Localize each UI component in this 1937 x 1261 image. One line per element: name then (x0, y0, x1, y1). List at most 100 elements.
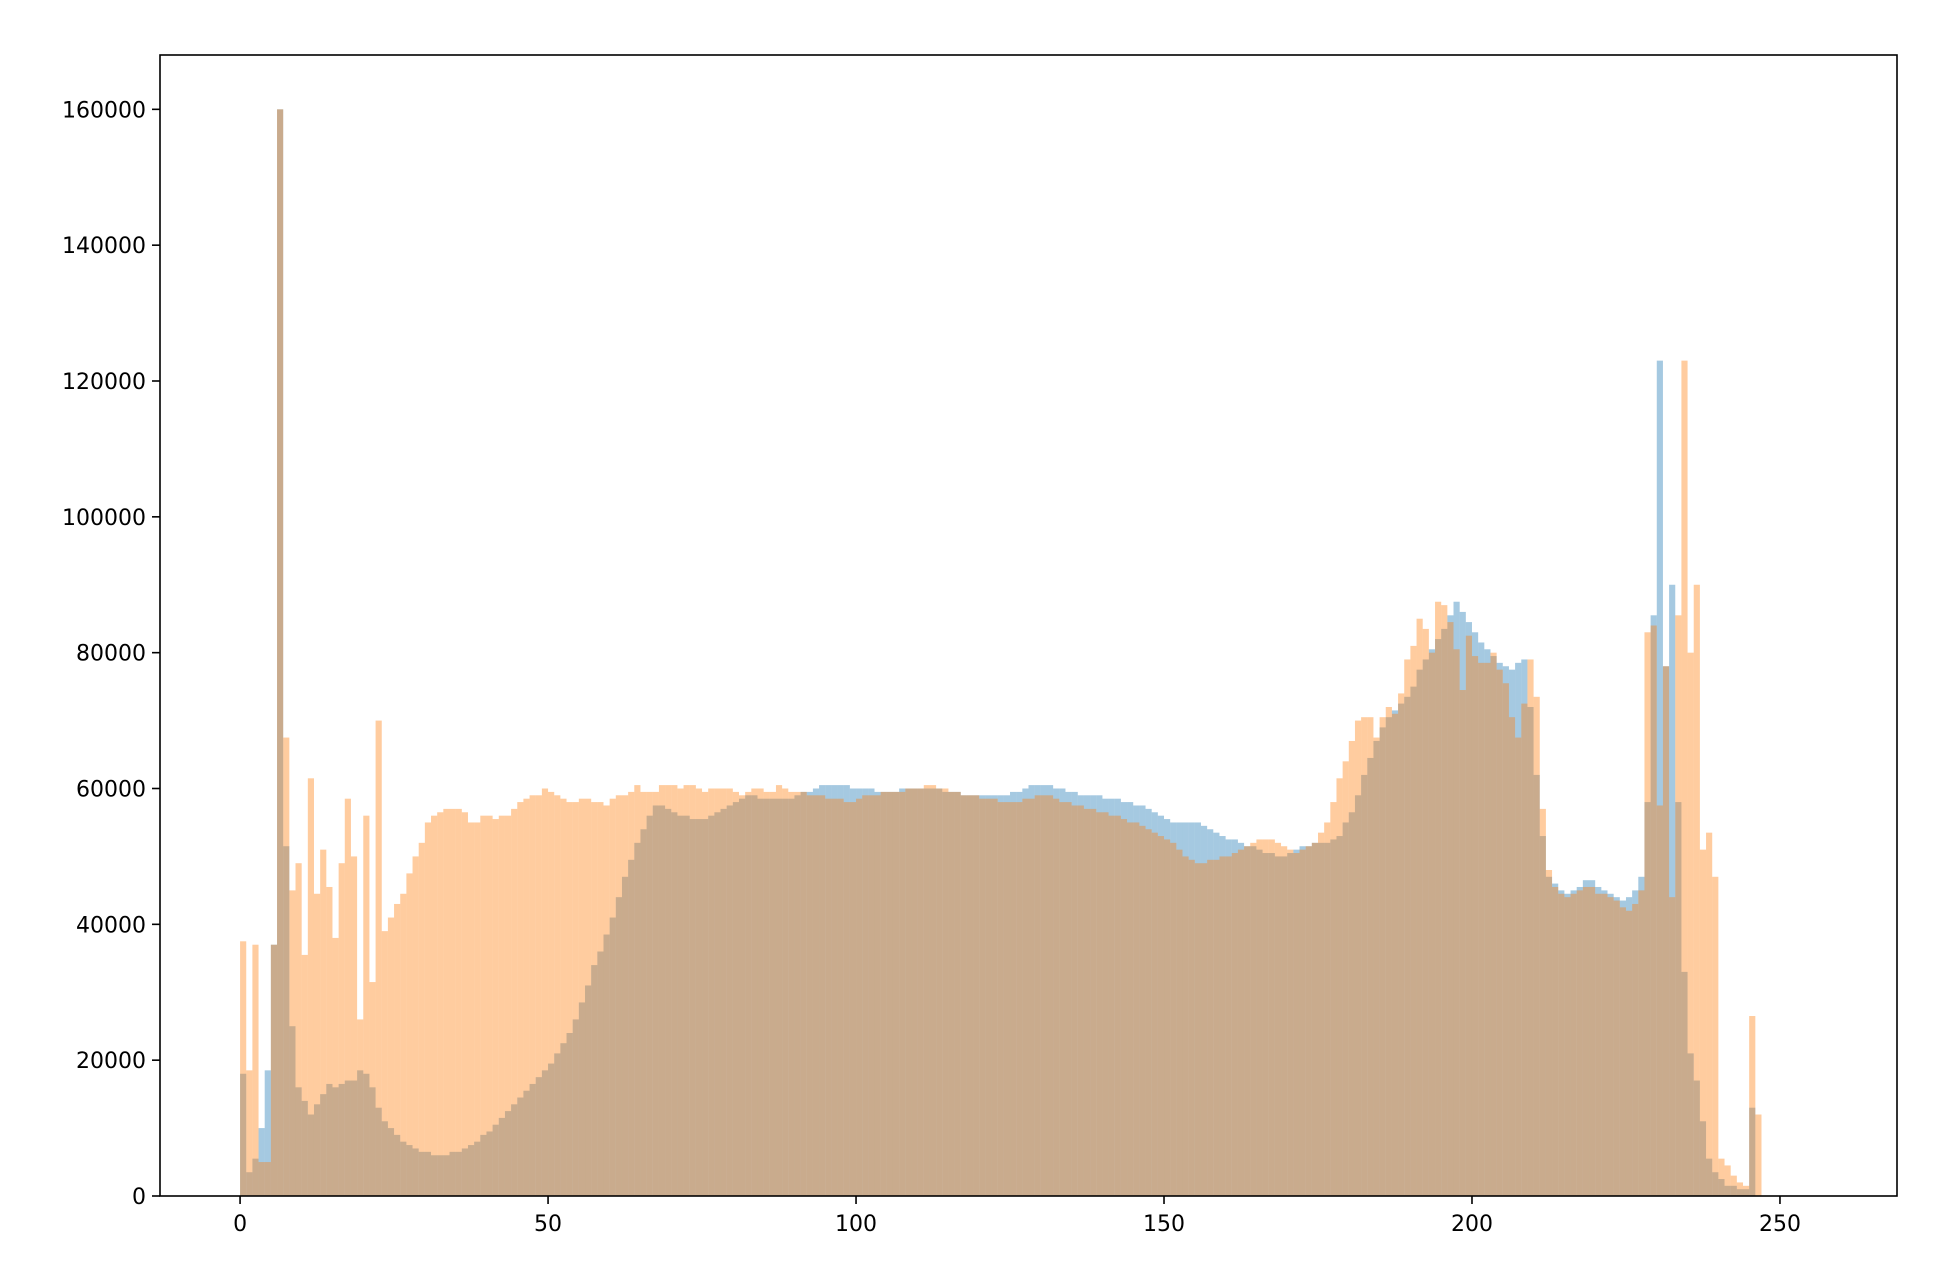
histogram-bar (665, 785, 672, 1196)
histogram-bar (640, 791, 647, 1196)
histogram-bar (751, 788, 758, 1196)
histogram-bar (929, 785, 937, 1196)
histogram-bar (1268, 853, 1275, 1196)
histogram-bar (880, 791, 887, 1196)
histogram-bar (480, 815, 487, 1196)
histogram-bar (523, 798, 530, 1196)
histogram-bar (295, 1087, 302, 1196)
histogram-bar (1034, 785, 1041, 1196)
y-tick-label: 160000 (62, 98, 146, 123)
histogram-bar (381, 931, 388, 1197)
histogram-bar (1250, 842, 1257, 1196)
histogram-bar (1133, 822, 1140, 1196)
histogram-bar (1441, 605, 1448, 1197)
histogram-bar (1139, 805, 1146, 1196)
histogram-bar (788, 791, 795, 1196)
histogram-bar (455, 808, 462, 1197)
histogram-bar (1508, 717, 1516, 1196)
histogram-bar (461, 812, 468, 1196)
histogram-bar (240, 1073, 247, 1196)
histogram-bar (1681, 971, 1688, 1197)
histogram-bar (1182, 822, 1189, 1196)
y-tick-label: 20000 (76, 1049, 146, 1074)
histogram-bar (1539, 836, 1546, 1196)
histogram-bar (406, 1145, 413, 1196)
histogram-bar (1324, 842, 1331, 1196)
histogram-bar (905, 788, 912, 1196)
histogram-bar (1003, 802, 1011, 1196)
histogram-bar (492, 1124, 499, 1196)
histogram-bar (283, 846, 290, 1196)
histogram-bar (1453, 649, 1460, 1196)
histogram-bar (597, 951, 604, 1196)
histogram-bar (960, 795, 967, 1196)
histogram-bar (966, 795, 974, 1196)
histogram-bar (566, 802, 573, 1196)
histogram-bar (1675, 802, 1682, 1196)
histogram-bar (942, 788, 949, 1196)
histogram-bar (1435, 639, 1442, 1196)
histogram-bar (289, 890, 296, 1197)
histogram-bar (1256, 849, 1263, 1197)
histogram-bar (1354, 795, 1362, 1196)
histogram-bar (418, 842, 425, 1196)
histogram-bar (782, 788, 789, 1196)
y-tick-label: 40000 (76, 913, 146, 938)
histogram-bar (936, 788, 943, 1196)
histogram-bar (886, 791, 893, 1196)
histogram-bar (270, 944, 278, 1196)
histogram-bar (671, 812, 678, 1196)
histogram-bar (917, 788, 924, 1196)
histogram-bar (1385, 707, 1392, 1196)
histogram-bar (332, 1087, 339, 1196)
histogram-bar (1059, 802, 1066, 1196)
histogram-bar (357, 1019, 364, 1196)
series-1-bars (240, 109, 1762, 1197)
histogram-bar (899, 788, 906, 1196)
histogram-bar (431, 815, 438, 1196)
histogram-bar (788, 798, 795, 1196)
histogram-bar (1564, 893, 1571, 1196)
histogram-bar (486, 815, 493, 1196)
histogram-bar (621, 795, 629, 1196)
histogram-bar (966, 795, 974, 1196)
histogram-bar (745, 795, 752, 1196)
histogram-bar (1083, 795, 1091, 1196)
histogram-bar (1293, 849, 1300, 1197)
histogram-bar (498, 1117, 505, 1196)
histogram-bar (702, 819, 709, 1196)
y-tick-label: 80000 (76, 642, 146, 667)
histogram-bar (375, 720, 382, 1196)
histogram-bar (1145, 829, 1152, 1196)
histogram-bar (1373, 737, 1380, 1196)
histogram-bar (1034, 795, 1041, 1196)
histogram-bar (1274, 856, 1282, 1196)
histogram-bar (1114, 815, 1121, 1196)
histogram-bar (1311, 842, 1318, 1196)
histogram-bar (812, 788, 820, 1196)
histogram-bar (1570, 890, 1577, 1197)
histogram-bar (1743, 1189, 1750, 1196)
histogram-bar (911, 788, 918, 1196)
histogram-bar (1693, 1080, 1700, 1196)
histogram-bar (1324, 822, 1331, 1196)
histogram-bar (301, 954, 308, 1196)
histogram-bar (1225, 839, 1232, 1196)
histogram-bar (480, 1134, 487, 1197)
histogram-bar (1090, 808, 1097, 1197)
histogram-bar (923, 785, 930, 1196)
histogram-bar (1207, 859, 1214, 1196)
histogram-bar (689, 819, 696, 1196)
histogram-bar (523, 1090, 530, 1196)
histogram-bar (1724, 1185, 1731, 1196)
histogram-bar (1318, 832, 1325, 1196)
histogram-bar (1508, 669, 1516, 1196)
histogram-bar (874, 795, 881, 1196)
histogram-bar (344, 798, 351, 1196)
histogram-bar (1336, 778, 1343, 1196)
histogram-bar (1139, 825, 1146, 1196)
histogram-bar (387, 1128, 395, 1196)
histogram-bar (1447, 622, 1454, 1196)
histogram-bar (1256, 839, 1263, 1196)
histogram-bar (492, 819, 499, 1196)
